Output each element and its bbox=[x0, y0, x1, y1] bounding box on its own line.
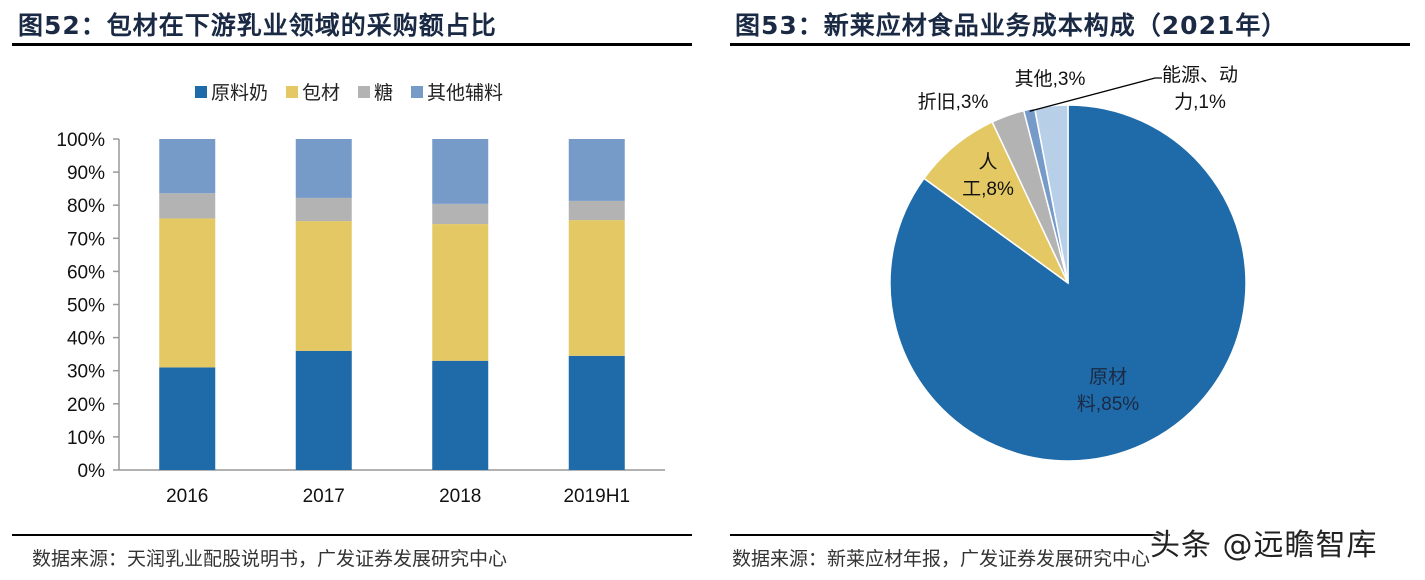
pie-label-其他: 其他,3% bbox=[1015, 68, 1086, 90]
legend-label: 包材 bbox=[302, 82, 341, 104]
pie-label-折旧: 折旧,3% bbox=[918, 91, 989, 113]
bar-legend: 原料奶 包材 糖 其他辅料 bbox=[195, 78, 503, 105]
legend-label: 糖 bbox=[374, 82, 394, 104]
left-source-note: 数据来源：天润乳业配股说明书，广发证券发展研究中心 bbox=[32, 548, 508, 570]
y-tick-label: 90% bbox=[67, 163, 105, 184]
x-tick-label: 2017 bbox=[303, 486, 345, 507]
bar-segment-2019H1-包材 bbox=[568, 220, 625, 356]
bar-segment-2016-其他辅料 bbox=[159, 139, 216, 194]
bar-segment-2017-原料奶 bbox=[295, 350, 352, 470]
pie-leader-line bbox=[1029, 77, 1162, 112]
pie-label-能源、动力: 能源、动 bbox=[1162, 64, 1238, 86]
bar-segment-2016-糖 bbox=[159, 193, 216, 219]
y-tick-label: 30% bbox=[67, 362, 105, 383]
watermark: 头条 @远瞻智库 bbox=[1150, 528, 1378, 563]
x-tick-label: 2018 bbox=[439, 486, 481, 507]
bar-segment-2018-包材 bbox=[432, 224, 489, 361]
legend-item-packaging: 包材 bbox=[286, 78, 340, 105]
x-tick-label: 2016 bbox=[166, 486, 208, 507]
bar-segment-2016-原料奶 bbox=[159, 367, 216, 470]
pie-label-人工: 人 bbox=[978, 151, 997, 173]
pie-label-原材料: 料,85% bbox=[1077, 393, 1139, 415]
legend-swatch-raw-milk bbox=[195, 85, 207, 98]
legend-swatch-sugar bbox=[358, 85, 371, 98]
pie-label-原材料: 原材 bbox=[1089, 366, 1127, 388]
y-tick-label: 40% bbox=[67, 329, 105, 350]
pie-chart: 原材料,85% 人工,8% 折旧,3% 能源、动力,1% 其他,3% bbox=[889, 64, 1247, 462]
x-tick-label: 2019H1 bbox=[563, 486, 630, 507]
legend-label: 原料奶 bbox=[211, 82, 269, 104]
right-source-rule bbox=[730, 534, 1170, 536]
bar-segment-2019H1-原料奶 bbox=[568, 355, 625, 470]
right-chart-title: 图53：新莱应材食品业务成本构成（2021年） bbox=[735, 11, 1288, 40]
legend-item-other: 其他辅料 bbox=[411, 78, 503, 105]
bar-segment-2019H1-糖 bbox=[568, 200, 625, 221]
right-title-rule bbox=[730, 43, 1410, 46]
bar-segment-2017-其他辅料 bbox=[295, 139, 352, 198]
y-tick-label: 20% bbox=[67, 395, 105, 416]
legend-item-raw-milk: 原料奶 bbox=[195, 78, 268, 105]
bar-segment-2017-包材 bbox=[295, 221, 352, 351]
legend-swatch-packaging bbox=[286, 85, 299, 98]
y-tick-label: 60% bbox=[67, 262, 105, 283]
pie-slice-人工 bbox=[922, 120, 1069, 284]
legend-label: 其他辅料 bbox=[427, 82, 504, 104]
y-tick-label: 50% bbox=[67, 296, 105, 317]
bar-segment-2018-糖 bbox=[432, 203, 489, 225]
pie-label-能源、动力: 力,1% bbox=[1174, 91, 1226, 113]
y-tick-label: 0% bbox=[78, 461, 106, 482]
stacked-bar-chart: 0% 10% 20% 30% 40% 50% 60% 70% 80% 90% 100% 2016 201… bbox=[56, 130, 665, 507]
left-title-rule bbox=[12, 43, 692, 46]
legend-swatch-other bbox=[411, 85, 424, 98]
left-source-rule bbox=[12, 534, 692, 536]
pie-label-人工: 工,8% bbox=[962, 179, 1014, 200]
bar-segment-2017-糖 bbox=[295, 197, 352, 222]
y-tick-label: 10% bbox=[67, 428, 105, 449]
y-tick-label: 70% bbox=[67, 229, 105, 250]
bar-segment-2018-其他辅料 bbox=[432, 139, 489, 204]
left-chart-title: 图52：包材在下游乳业领域的采购额占比 bbox=[18, 11, 497, 40]
y-tick-label: 100% bbox=[56, 130, 105, 151]
bar-segment-2016-包材 bbox=[159, 218, 216, 368]
bar-segment-2018-原料奶 bbox=[432, 360, 489, 470]
legend-item-sugar: 糖 bbox=[358, 78, 393, 105]
bar-segment-2019H1-其他辅料 bbox=[568, 139, 625, 201]
right-source-note: 数据来源：新莱应材年报，广发证券发展研究中心 bbox=[732, 548, 1151, 570]
y-tick-label: 80% bbox=[67, 196, 105, 217]
pie-slice-原材料 bbox=[889, 104, 1247, 462]
